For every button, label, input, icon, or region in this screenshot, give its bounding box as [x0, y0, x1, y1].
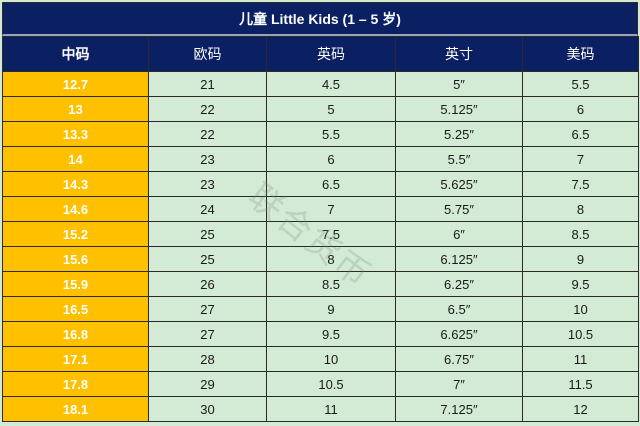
- cell-inches: 7.125″: [395, 396, 523, 422]
- cell-cn-size: 17.8: [2, 371, 149, 397]
- table-row: 15.6 25 8 6.125″ 9: [2, 246, 639, 272]
- cell-uk-size: 11: [266, 396, 396, 422]
- cell-inches: 6″: [395, 221, 523, 247]
- table-body: 12.7 21 4.5 5″ 5.5 13 22 5 5.125″ 6 13.3 22 5.5 5.25″…: [2, 71, 639, 422]
- cell-cn-size: 13.3: [2, 121, 149, 147]
- header-eu-size: 欧码: [148, 36, 267, 72]
- cell-eu-size: 26: [148, 271, 267, 297]
- header-uk-size: 英码: [266, 36, 396, 72]
- header-inches: 英寸: [395, 36, 523, 72]
- cell-uk-size: 9: [266, 296, 396, 322]
- table-row: 17.1 28 10 6.75″ 11: [2, 346, 639, 372]
- cell-eu-size: 22: [148, 96, 267, 122]
- cell-us-size: 12: [522, 396, 639, 422]
- cell-eu-size: 23: [148, 146, 267, 172]
- cell-inches: 6.125″: [395, 246, 523, 272]
- cell-inches: 6.25″: [395, 271, 523, 297]
- table-row: 13 22 5 5.125″ 6: [2, 96, 639, 122]
- cell-inches: 5.75″: [395, 196, 523, 222]
- cell-inches: 7″: [395, 371, 523, 397]
- cell-inches: 6.75″: [395, 346, 523, 372]
- table-title: 儿童 Little Kids (1 – 5 岁): [2, 2, 638, 36]
- cell-eu-size: 29: [148, 371, 267, 397]
- cell-cn-size: 14: [2, 146, 149, 172]
- table-row: 12.7 21 4.5 5″ 5.5: [2, 71, 639, 97]
- cell-us-size: 10.5: [522, 321, 639, 347]
- table-row: 14.3 23 6.5 5.625″ 7.5: [2, 171, 639, 197]
- cell-uk-size: 6: [266, 146, 396, 172]
- cell-eu-size: 30: [148, 396, 267, 422]
- cell-us-size: 10: [522, 296, 639, 322]
- table-row: 14.6 24 7 5.75″ 8: [2, 196, 639, 222]
- header-row: 中码 欧码 英码 英寸 美码: [2, 36, 639, 72]
- cell-cn-size: 17.1: [2, 346, 149, 372]
- cell-us-size: 9.5: [522, 271, 639, 297]
- cell-inches: 6.5″: [395, 296, 523, 322]
- cell-eu-size: 25: [148, 221, 267, 247]
- cell-uk-size: 5.5: [266, 121, 396, 147]
- cell-us-size: 8: [522, 196, 639, 222]
- cell-us-size: 8.5: [522, 221, 639, 247]
- cell-us-size: 7.5: [522, 171, 639, 197]
- cell-us-size: 11.5: [522, 371, 639, 397]
- cell-cn-size: 15.6: [2, 246, 149, 272]
- header-cn-size: 中码: [2, 36, 149, 72]
- cell-uk-size: 6.5: [266, 171, 396, 197]
- cell-us-size: 6: [522, 96, 639, 122]
- cell-eu-size: 23: [148, 171, 267, 197]
- cell-uk-size: 8: [266, 246, 396, 272]
- table-row: 18.1 30 11 7.125″ 12: [2, 396, 639, 422]
- cell-cn-size: 14.3: [2, 171, 149, 197]
- cell-us-size: 11: [522, 346, 639, 372]
- cell-cn-size: 18.1: [2, 396, 149, 422]
- cell-us-size: 5.5: [522, 71, 639, 97]
- table-row: 16.5 27 9 6.5″ 10: [2, 296, 639, 322]
- cell-cn-size: 15.2: [2, 221, 149, 247]
- cell-cn-size: 12.7: [2, 71, 149, 97]
- cell-cn-size: 16.5: [2, 296, 149, 322]
- cell-uk-size: 7.5: [266, 221, 396, 247]
- cell-inches: 5.125″: [395, 96, 523, 122]
- cell-uk-size: 5: [266, 96, 396, 122]
- cell-eu-size: 24: [148, 196, 267, 222]
- cell-us-size: 7: [522, 146, 639, 172]
- cell-eu-size: 27: [148, 296, 267, 322]
- table-row: 17.8 29 10.5 7″ 11.5: [2, 371, 639, 397]
- cell-cn-size: 15.9: [2, 271, 149, 297]
- cell-inches: 6.625″: [395, 321, 523, 347]
- cell-eu-size: 22: [148, 121, 267, 147]
- cell-uk-size: 9.5: [266, 321, 396, 347]
- table-row: 15.9 26 8.5 6.25″ 9.5: [2, 271, 639, 297]
- cell-cn-size: 13: [2, 96, 149, 122]
- cell-inches: 5.625″: [395, 171, 523, 197]
- cell-uk-size: 10.5: [266, 371, 396, 397]
- cell-cn-size: 14.6: [2, 196, 149, 222]
- table-row: 14 23 6 5.5″ 7: [2, 146, 639, 172]
- cell-inches: 5″: [395, 71, 523, 97]
- cell-cn-size: 16.8: [2, 321, 149, 347]
- cell-uk-size: 10: [266, 346, 396, 372]
- cell-uk-size: 8.5: [266, 271, 396, 297]
- cell-eu-size: 27: [148, 321, 267, 347]
- table-row: 15.2 25 7.5 6″ 8.5: [2, 221, 639, 247]
- cell-inches: 5.25″: [395, 121, 523, 147]
- size-table: 中码 欧码 英码 英寸 美码 12.7 21 4.5 5″ 5.5 13 22 5 5.125″…: [2, 36, 639, 422]
- cell-eu-size: 21: [148, 71, 267, 97]
- cell-us-size: 6.5: [522, 121, 639, 147]
- cell-inches: 5.5″: [395, 146, 523, 172]
- cell-us-size: 9: [522, 246, 639, 272]
- table-row: 16.8 27 9.5 6.625″ 10.5: [2, 321, 639, 347]
- cell-uk-size: 7: [266, 196, 396, 222]
- cell-eu-size: 25: [148, 246, 267, 272]
- cell-eu-size: 28: [148, 346, 267, 372]
- cell-uk-size: 4.5: [266, 71, 396, 97]
- table-row: 13.3 22 5.5 5.25″ 6.5: [2, 121, 639, 147]
- header-us-size: 美码: [522, 36, 639, 72]
